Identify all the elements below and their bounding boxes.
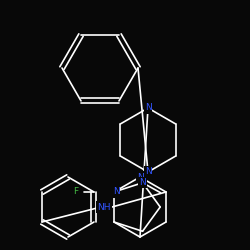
Text: N: N bbox=[113, 188, 119, 196]
Text: N: N bbox=[144, 168, 152, 176]
Text: N: N bbox=[139, 178, 146, 187]
Text: N: N bbox=[144, 104, 152, 112]
Text: NH: NH bbox=[97, 202, 111, 211]
Text: N: N bbox=[136, 172, 143, 182]
Text: F: F bbox=[74, 188, 78, 196]
